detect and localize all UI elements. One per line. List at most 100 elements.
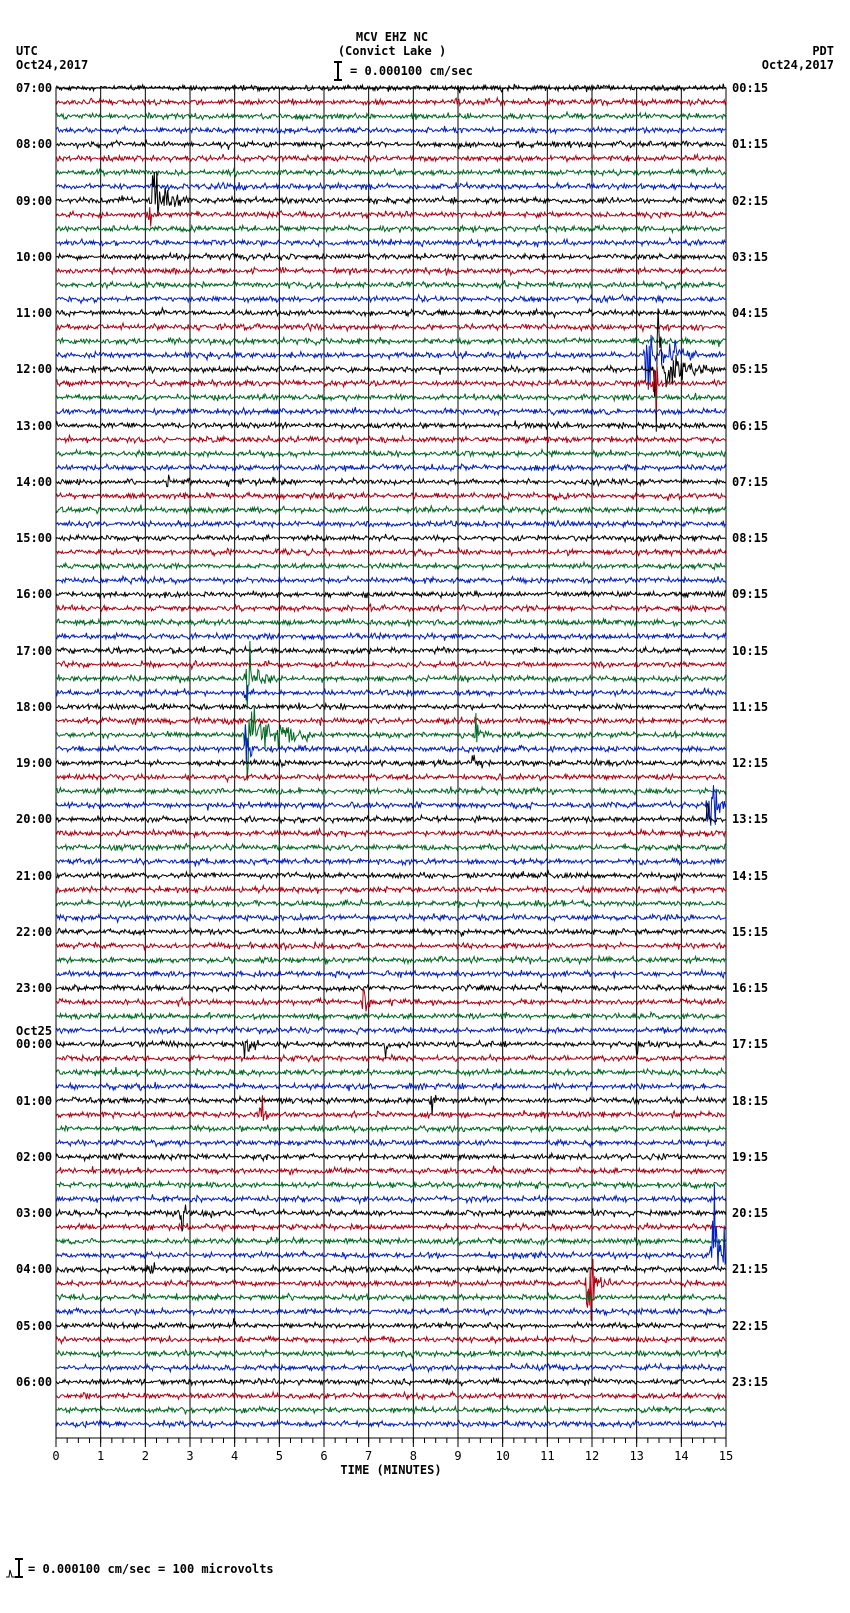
svg-text:1: 1 [97,1449,104,1463]
footer-scale-bar-icon [6,1557,24,1579]
seismic-trace [56,1262,726,1273]
seismic-trace [56,706,726,781]
seismic-trace [56,618,726,627]
seismic-trace [56,1392,726,1400]
seismic-trace [56,576,726,584]
seismic-trace [56,267,726,276]
hour-label-left: 00:00 [16,1037,52,1051]
seismic-trace [56,475,726,487]
hour-label-right: 13:15 [732,812,768,826]
hour-label-left: 08:00 [16,137,52,151]
footer-scale-text: = 0.000100 cm/sec = 100 microvolts [28,1562,274,1576]
svg-text:5: 5 [276,1449,283,1463]
hour-label-left: 12:00 [16,362,52,376]
hour-label-left: 01:00 [16,1094,52,1108]
seismic-trace [56,98,726,106]
seismic-trace [56,1223,726,1231]
seismic-trace [56,942,726,950]
seismic-trace [56,393,726,401]
hour-label-left: 05:00 [16,1319,52,1333]
seismic-trace [56,660,726,668]
seismic-trace [56,591,726,599]
seismic-trace [56,685,726,700]
seismic-trace [56,1012,726,1020]
seismic-trace [56,703,726,710]
seismic-trace [56,774,726,782]
hour-label-right: 19:15 [732,1150,768,1164]
seismic-trace [56,308,726,317]
seismic-trace [56,140,726,149]
hour-label-left: 15:00 [16,531,52,545]
seismic-trace [56,112,726,120]
seismic-trace [56,1139,726,1147]
hour-label-right: 10:15 [732,644,768,658]
seismic-trace [56,983,726,991]
seismic-trace [56,520,726,528]
seismic-trace [56,171,726,216]
hour-label-left: 04:00 [16,1262,52,1276]
seismic-trace [56,956,726,965]
seismic-trace [56,899,726,907]
seismic-trace [56,786,726,794]
seismic-trace [56,1040,726,1059]
seismic-trace [56,534,726,542]
seismic-trace [56,913,726,922]
seismic-trace [56,253,726,261]
seismic-trace [56,464,726,472]
hour-label-right: 00:15 [732,81,768,95]
hour-label-right: 22:15 [732,1319,768,1333]
seismic-trace [56,1194,726,1203]
hour-label-left: 03:00 [16,1206,52,1220]
hour-label-left: 11:00 [16,306,52,320]
hour-label-right: 04:15 [732,306,768,320]
seismic-trace [56,858,726,867]
seismic-trace [56,1026,726,1034]
seismic-trace [56,1363,726,1372]
hour-label-left: 14:00 [16,475,52,489]
hour-label-left: 09:00 [16,194,52,208]
hour-label-left: 22:00 [16,925,52,939]
svg-text:10: 10 [495,1449,509,1463]
seismic-trace [56,1237,726,1245]
hour-label-right: 05:15 [732,362,768,376]
seismic-trace [56,970,726,979]
seismic-trace [56,843,726,850]
svg-text:15: 15 [719,1449,733,1463]
hour-label-left: 07:00 [16,81,52,95]
svg-text:14: 14 [674,1449,688,1463]
seismic-trace [56,1349,726,1357]
seismic-trace [56,871,726,880]
seismic-trace [56,280,726,289]
seismic-trace [56,225,726,232]
seismic-trace [56,988,726,1011]
hour-label-right: 12:15 [732,756,768,770]
svg-text:3: 3 [186,1449,193,1463]
seismic-trace [56,1181,726,1189]
seismic-trace [56,928,726,937]
hour-label-left: 06:00 [16,1375,52,1389]
seismic-trace [56,421,726,430]
svg-text:6: 6 [320,1449,327,1463]
hour-label-left: 10:00 [16,250,52,264]
hour-label-left: 17:00 [16,644,52,658]
hour-label-right: 06:15 [732,419,768,433]
seismic-trace [56,1292,726,1301]
seismic-trace [56,505,726,514]
seismic-trace [56,1067,726,1077]
seismic-trace [56,238,726,247]
svg-text:12: 12 [585,1449,599,1463]
hour-label-right: 15:15 [732,925,768,939]
hour-label-left: 21:00 [16,869,52,883]
hour-label-right: 09:15 [732,587,768,601]
hour-label-right: 07:15 [732,475,768,489]
svg-text:9: 9 [454,1449,461,1463]
date-break-label: Oct25 [16,1024,52,1038]
seismic-trace [56,725,726,762]
svg-text:13: 13 [629,1449,643,1463]
hour-label-right: 14:15 [732,869,768,883]
svg-text:TIME (MINUTES): TIME (MINUTES) [340,1463,441,1477]
hour-label-right: 11:15 [732,700,768,714]
seismic-trace [56,646,726,654]
seismic-trace [56,604,726,613]
seismic-trace [56,435,726,443]
